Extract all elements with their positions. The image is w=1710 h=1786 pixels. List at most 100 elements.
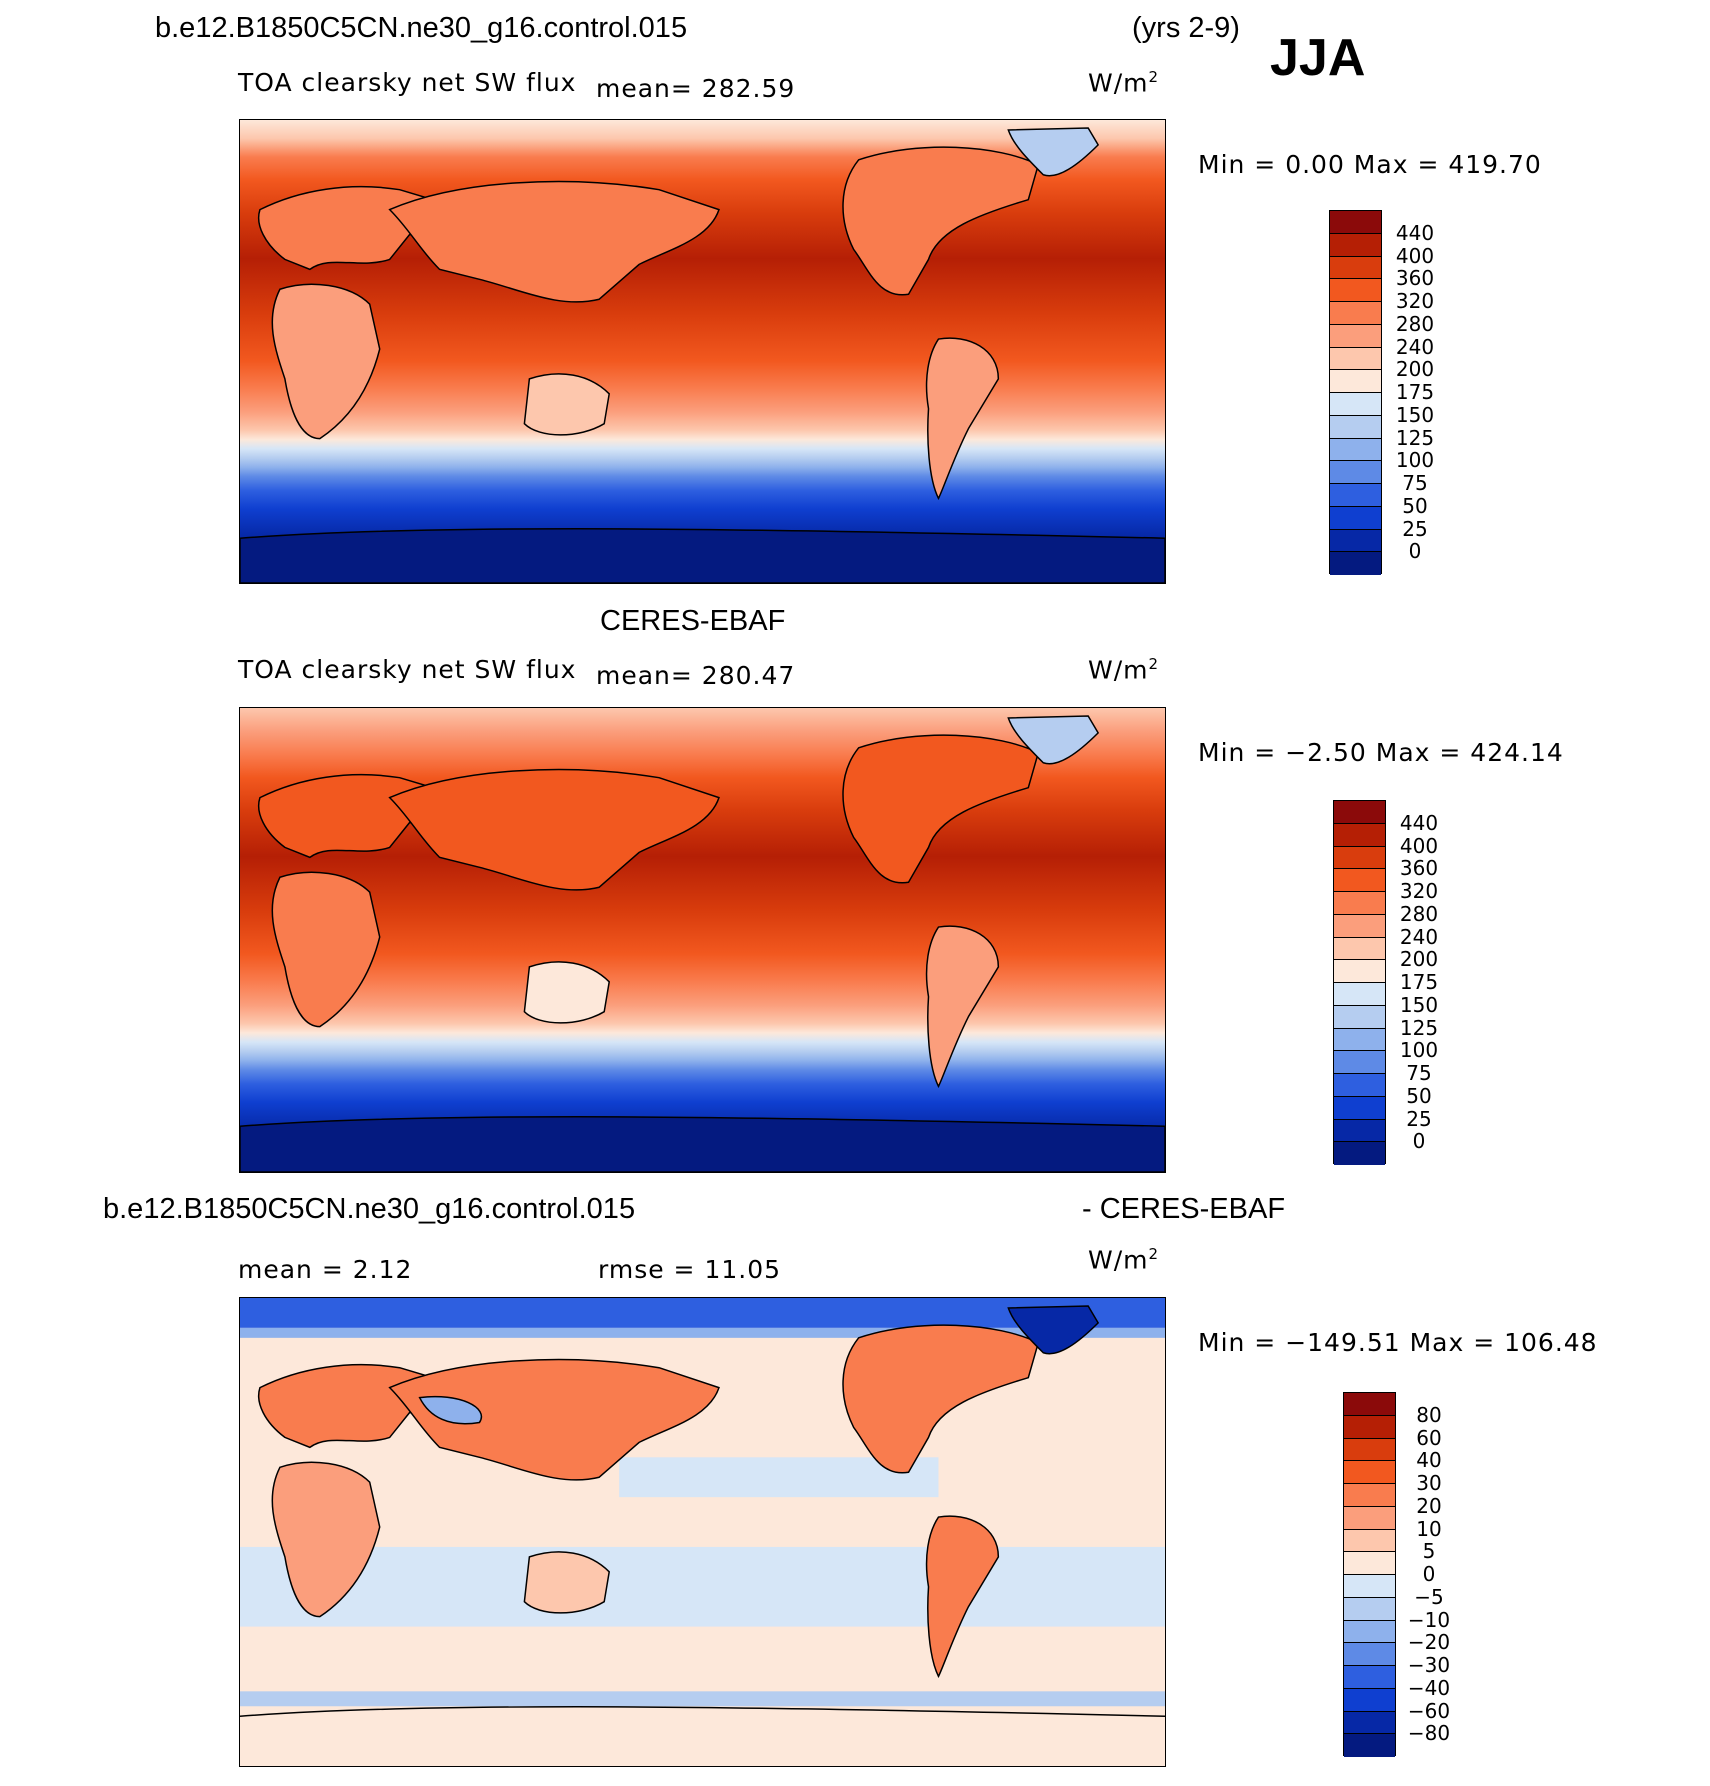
- colorbar-tick-label: 25: [1406, 1106, 1432, 1131]
- panel2-coastlines: [240, 715, 1165, 1172]
- colorbar-tick-label: 0: [1408, 539, 1422, 564]
- colorbar-swatch: [1334, 1119, 1385, 1143]
- colorbar-tick-label: 320: [1399, 879, 1439, 903]
- panel3-units: W/m2: [1088, 1245, 1160, 1275]
- colorbar-tick-label: 80: [1416, 1402, 1442, 1427]
- colorbar-tick-label: 175: [1399, 970, 1439, 994]
- colorbar-tick-label: 200: [1395, 357, 1435, 382]
- panel2-variable-label: TOA clearsky net SW flux: [238, 655, 577, 684]
- panel3-colorbar: [1343, 1392, 1396, 1757]
- colorbar-tick-label: 360: [1399, 856, 1439, 881]
- panel1-coastlines: [240, 127, 1165, 583]
- colorbar-swatch: [1330, 461, 1381, 484]
- colorbar-tick-label: −80: [1407, 1721, 1451, 1746]
- colorbar-tick-label: −40: [1407, 1675, 1451, 1700]
- colorbar-swatch: [1334, 823, 1385, 847]
- panel2-units: W/m2: [1088, 655, 1160, 685]
- colorbar-tick-label: 280: [1399, 901, 1439, 926]
- colorbar-swatch: [1334, 892, 1385, 915]
- panel2-mean: mean= 280.47: [596, 661, 796, 690]
- colorbar-tick-label: 50: [1402, 493, 1428, 518]
- colorbar-tick-label: 400: [1395, 243, 1435, 268]
- colorbar-swatch: [1330, 552, 1381, 575]
- panel1-variable-label: TOA clearsky net SW flux: [238, 68, 577, 97]
- colorbar-swatch: [1344, 1393, 1395, 1416]
- colorbar-swatch: [1344, 1620, 1395, 1644]
- panel2-title: CERES-EBAF: [600, 605, 786, 637]
- colorbar-swatch: [1344, 1711, 1395, 1735]
- colorbar-swatch: [1344, 1438, 1395, 1462]
- colorbar-swatch: [1344, 1461, 1395, 1484]
- colorbar-tick-label: 25: [1402, 516, 1428, 541]
- colorbar-swatch: [1344, 1597, 1395, 1621]
- colorbar-tick-label: 150: [1395, 402, 1435, 427]
- case-title: b.e12.B1850C5CN.ne30_g16.control.015: [155, 12, 688, 44]
- colorbar-swatch: [1330, 393, 1381, 416]
- panel3-map: [239, 1297, 1166, 1767]
- colorbar-tick-label: 5: [1422, 1539, 1436, 1564]
- colorbar-swatch: [1344, 1666, 1395, 1689]
- colorbar-swatch: [1330, 529, 1381, 553]
- colorbar-swatch: [1330, 484, 1381, 507]
- panel2-minmax: Min = −2.50 Max = 424.14: [1198, 738, 1564, 767]
- colorbar-tick-label: 0: [1412, 1129, 1426, 1154]
- panel3-title-right: - CERES-EBAF: [1082, 1193, 1286, 1225]
- colorbar-swatch: [1334, 914, 1385, 938]
- panel1-map: [239, 119, 1166, 584]
- colorbar-tick-label: 400: [1399, 833, 1439, 858]
- colorbar-swatch: [1330, 279, 1381, 302]
- panel3-rmse: rmse = 11.05: [598, 1255, 782, 1284]
- colorbar-swatch: [1330, 233, 1381, 257]
- colorbar-tick-label: 30: [1416, 1471, 1442, 1495]
- colorbar-swatch: [1334, 983, 1385, 1006]
- colorbar-tick-label: 240: [1395, 334, 1435, 359]
- colorbar-tick-label: 40: [1416, 1448, 1442, 1473]
- panel2-colorbar: [1333, 800, 1386, 1165]
- colorbar-tick-label: −10: [1407, 1607, 1451, 1632]
- colorbar-swatch: [1330, 438, 1381, 462]
- colorbar-tick-label: 175: [1395, 380, 1435, 404]
- panel3-mean: mean = 2.12: [238, 1255, 413, 1284]
- colorbar-swatch: [1330, 324, 1381, 348]
- colorbar-swatch: [1334, 1142, 1385, 1165]
- panel1-units: W/m2: [1088, 68, 1160, 98]
- colorbar-tick-label: 75: [1402, 471, 1428, 495]
- colorbar-tick-label: 125: [1395, 425, 1435, 450]
- colorbar-tick-label: 440: [1399, 810, 1439, 835]
- colorbar-tick-label: 125: [1399, 1015, 1439, 1040]
- colorbar-swatch: [1344, 1688, 1395, 1712]
- colorbar-tick-label: −20: [1407, 1630, 1451, 1655]
- colorbar-swatch: [1334, 846, 1385, 870]
- colorbar-tick-label: 10: [1416, 1516, 1442, 1541]
- colorbar-tick-label: 200: [1399, 947, 1439, 972]
- colorbar-swatch: [1334, 1028, 1385, 1052]
- colorbar-swatch: [1334, 937, 1385, 961]
- colorbar-swatch: [1330, 415, 1381, 439]
- colorbar-tick-label: 50: [1406, 1083, 1432, 1108]
- colorbar-swatch: [1330, 347, 1381, 371]
- colorbar-swatch: [1330, 506, 1381, 530]
- colorbar-tick-label: 100: [1395, 448, 1435, 473]
- colorbar-swatch: [1344, 1506, 1395, 1530]
- colorbar-tick-label: 280: [1395, 311, 1435, 336]
- colorbar-tick-label: 240: [1399, 924, 1439, 949]
- colorbar-tick-label: 75: [1406, 1061, 1432, 1085]
- colorbar-swatch: [1334, 1005, 1385, 1029]
- colorbar-tick-label: 60: [1416, 1425, 1442, 1450]
- years-label: (yrs 2-9): [1132, 12, 1240, 44]
- colorbar-tick-label: 360: [1395, 266, 1435, 291]
- panel3-title-left: b.e12.B1850C5CN.ne30_g16.control.015: [103, 1193, 636, 1225]
- colorbar-tick-label: 150: [1399, 992, 1439, 1017]
- colorbar-swatch: [1344, 1734, 1395, 1757]
- colorbar-swatch: [1330, 211, 1381, 234]
- colorbar-swatch: [1334, 801, 1385, 824]
- colorbar-swatch: [1344, 1415, 1395, 1439]
- colorbar-swatch: [1344, 1484, 1395, 1507]
- colorbar-tick-label: −30: [1407, 1653, 1451, 1677]
- colorbar-swatch: [1344, 1529, 1395, 1553]
- colorbar-swatch: [1334, 869, 1385, 892]
- season-label: JJA: [1270, 29, 1366, 87]
- colorbar-tick-label: −5: [1414, 1584, 1444, 1609]
- panel2-map: [239, 707, 1166, 1173]
- panel1-mean: mean= 282.59: [596, 74, 796, 103]
